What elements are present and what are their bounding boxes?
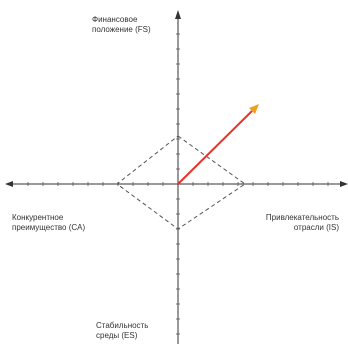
vertical-axis-arrowhead: [175, 10, 181, 19]
strategy-polygon: [116, 135, 246, 230]
horizontal-axis-arrowhead-left: [5, 181, 13, 187]
is-axis-label: Привлекательность отрасли (IS): [265, 213, 339, 232]
fs-axis-label: Финансовое положение (FS): [92, 15, 151, 34]
horizontal-axis-arrowhead-right: [340, 181, 348, 187]
ca-axis-label: Конкурентное преимущество (CA): [12, 213, 86, 232]
strategy-vector-arrowhead: [249, 104, 259, 114]
es-axis-label: Стабильность среды (ES): [96, 321, 149, 340]
strategy-vector: [177, 110, 253, 185]
